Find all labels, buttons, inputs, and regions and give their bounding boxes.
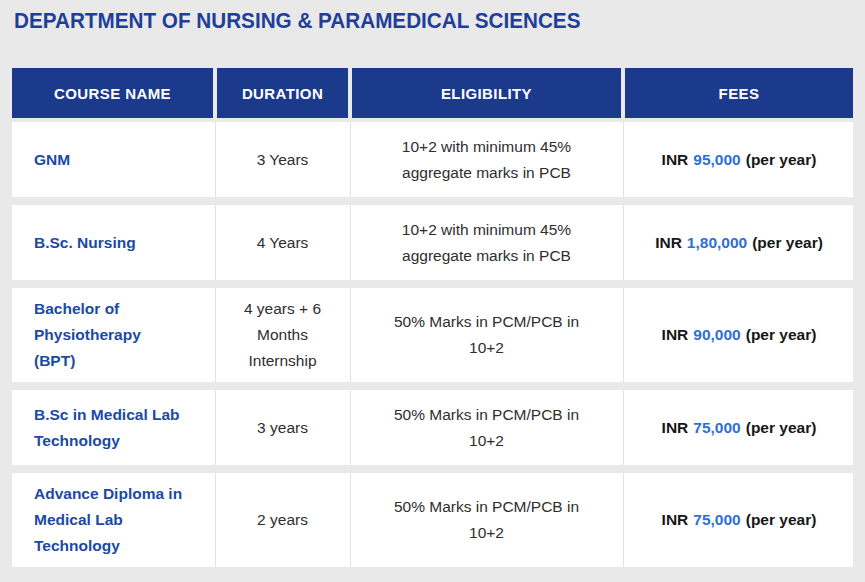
fee-value: INR 75,000 (per year)	[662, 415, 817, 441]
fees-cell: INR 75,000 (per year)	[625, 473, 853, 567]
page: DEPARTMENT OF NURSING & PARAMEDICAL SCIE…	[0, 0, 865, 582]
fees-cell: INR 90,000 (per year)	[625, 288, 853, 382]
fees-cell: INR 1,80,000 (per year)	[625, 205, 853, 280]
course-name-link[interactable]: B.Sc. Nursing	[34, 230, 136, 256]
course-name-link[interactable]: GNM	[34, 147, 70, 173]
course-name-cell: GNM	[12, 122, 213, 197]
eligibility-cell: 50% Marks in PCM/PCB in 10+2	[352, 288, 621, 382]
course-name-link[interactable]: B.Sc in Medical Lab Technology	[34, 402, 183, 454]
eligibility-cell: 50% Marks in PCM/PCB in 10+2	[352, 390, 621, 465]
fee-value: INR 75,000 (per year)	[662, 507, 817, 533]
page-title: DEPARTMENT OF NURSING & PARAMEDICAL SCIE…	[14, 8, 814, 34]
table-row: B.Sc in Medical Lab Technology 3 years 5…	[12, 390, 853, 465]
duration-value: 4 years + 6 Months Internship	[235, 296, 330, 374]
fee-value: INR 95,000 (per year)	[662, 147, 817, 173]
course-name-cell: B.Sc. Nursing	[12, 205, 213, 280]
column-header-duration: DURATION	[217, 68, 348, 118]
duration-value: 3 years	[257, 415, 308, 441]
eligibility-cell: 10+2 with minimum 45% aggregate marks in…	[352, 205, 621, 280]
eligibility-value: 10+2 with minimum 45% aggregate marks in…	[381, 217, 593, 269]
column-header-fees: FEES	[625, 68, 853, 118]
eligibility-value: 50% Marks in PCM/PCB in 10+2	[381, 494, 593, 546]
fee-amount: 75,000	[693, 415, 740, 441]
courses-table: COURSE NAME DURATION ELIGIBILITY FEES GN…	[12, 68, 853, 567]
fee-currency: INR	[662, 415, 689, 441]
fee-suffix: (per year)	[746, 415, 817, 441]
fee-value: INR 1,80,000 (per year)	[655, 230, 823, 256]
column-header-eligibility: ELIGIBILITY	[352, 68, 621, 118]
fee-suffix: (per year)	[752, 230, 823, 256]
eligibility-cell: 10+2 with minimum 45% aggregate marks in…	[352, 122, 621, 197]
duration-cell: 3 Years	[217, 122, 348, 197]
fees-cell: INR 95,000 (per year)	[625, 122, 853, 197]
duration-value: 3 Years	[257, 147, 309, 173]
fee-amount: 1,80,000	[687, 230, 747, 256]
duration-cell: 2 years	[217, 473, 348, 567]
table-header-row: COURSE NAME DURATION ELIGIBILITY FEES	[12, 68, 853, 118]
fee-amount: 75,000	[693, 507, 740, 533]
course-name-cell: B.Sc in Medical Lab Technology	[12, 390, 213, 465]
column-header-course-name: COURSE NAME	[12, 68, 213, 118]
table-row: B.Sc. Nursing 4 Years 10+2 with minimum …	[12, 205, 853, 280]
fees-cell: INR 75,000 (per year)	[625, 390, 853, 465]
fee-currency: INR	[662, 147, 689, 173]
fee-currency: INR	[662, 507, 689, 533]
duration-value: 2 years	[257, 507, 308, 533]
duration-cell: 3 years	[217, 390, 348, 465]
fee-suffix: (per year)	[746, 507, 817, 533]
duration-value: 4 Years	[257, 230, 309, 256]
eligibility-value: 10+2 with minimum 45% aggregate marks in…	[381, 134, 593, 186]
eligibility-value: 50% Marks in PCM/PCB in 10+2	[381, 309, 593, 361]
eligibility-value: 50% Marks in PCM/PCB in 10+2	[381, 402, 593, 454]
duration-cell: 4 years + 6 Months Internship	[217, 288, 348, 382]
fee-suffix: (per year)	[746, 322, 817, 348]
course-name-link[interactable]: Bachelor of Physiotherapy (BPT)	[34, 296, 183, 374]
course-name-link[interactable]: Advance Diploma in Medical Lab Technolog…	[34, 481, 183, 559]
fee-amount: 90,000	[693, 322, 740, 348]
fee-amount: 95,000	[693, 147, 740, 173]
fee-currency: INR	[655, 230, 682, 256]
table-row: GNM 3 Years 10+2 with minimum 45% aggreg…	[12, 122, 853, 197]
table-row: Advance Diploma in Medical Lab Technolog…	[12, 473, 853, 567]
eligibility-cell: 50% Marks in PCM/PCB in 10+2	[352, 473, 621, 567]
fee-value: INR 90,000 (per year)	[662, 322, 817, 348]
course-name-cell: Bachelor of Physiotherapy (BPT)	[12, 288, 213, 382]
table-row: Bachelor of Physiotherapy (BPT) 4 years …	[12, 288, 853, 382]
duration-cell: 4 Years	[217, 205, 348, 280]
fee-currency: INR	[662, 322, 689, 348]
fee-suffix: (per year)	[746, 147, 817, 173]
course-name-cell: Advance Diploma in Medical Lab Technolog…	[12, 473, 213, 567]
